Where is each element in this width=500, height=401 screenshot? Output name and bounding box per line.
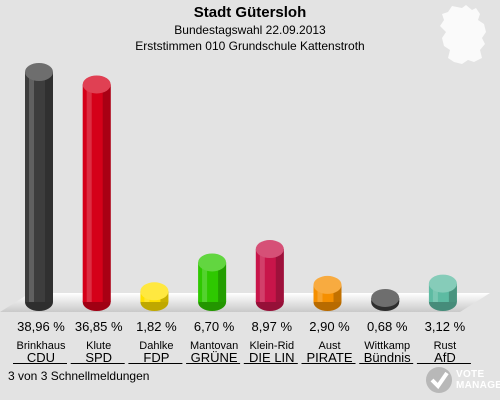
bar [140, 282, 169, 311]
value-label: 0,68 % [367, 319, 408, 334]
candidate-label: Mantovan [190, 340, 238, 352]
chart-subtitle: Bundestagswahl 22.09.2013 [174, 23, 326, 37]
candidate-label: Wittkamp [364, 340, 410, 352]
vote-manager-logo: VOTEMANAGER [424, 364, 500, 396]
chart-titles: Stadt Gütersloh Bundestagswahl 22.09.201… [0, 4, 500, 54]
candidate-label: Klein-Rid [249, 340, 294, 352]
bar [255, 240, 284, 311]
value-label: 6,70 % [194, 319, 235, 334]
bar [198, 253, 227, 311]
party-label: CDU [27, 350, 55, 365]
germany-map-icon [440, 5, 486, 64]
chart-title: Stadt Gütersloh [193, 4, 307, 21]
value-label: 3,12 % [425, 319, 466, 334]
candidate-label: Dahlke [139, 340, 173, 352]
candidate-label: Klute [86, 340, 111, 352]
value-label: 1,82 % [136, 319, 177, 334]
bar [82, 75, 111, 311]
party-label: AfD [434, 350, 456, 365]
candidate-label: Rust [434, 340, 457, 352]
party-label: FDP [143, 350, 169, 365]
bar [25, 63, 53, 311]
chart-floor [0, 293, 490, 312]
bar [313, 275, 342, 311]
party-label: Bündnis [364, 350, 411, 365]
footer-note: 3 von 3 Schnellmeldungen [8, 369, 150, 383]
value-label: 2,90 % [309, 319, 350, 334]
value-label: 38,96 % [17, 319, 65, 334]
bar [428, 274, 457, 311]
value-label: 36,85 % [75, 319, 123, 334]
chart-subtitle-2: Erststimmen 010 Grundschule Kattenstroth [135, 39, 365, 53]
value-label: 8,97 % [252, 319, 293, 334]
party-label: PIRATE [307, 350, 353, 365]
party-label: GRÜNE [191, 350, 238, 365]
party-label: SPD [85, 350, 112, 365]
party-label: DIE LIN [249, 350, 295, 365]
bar [371, 288, 400, 311]
candidate-label: Brinkhaus [17, 340, 66, 352]
candidate-label: Aust [318, 340, 340, 352]
